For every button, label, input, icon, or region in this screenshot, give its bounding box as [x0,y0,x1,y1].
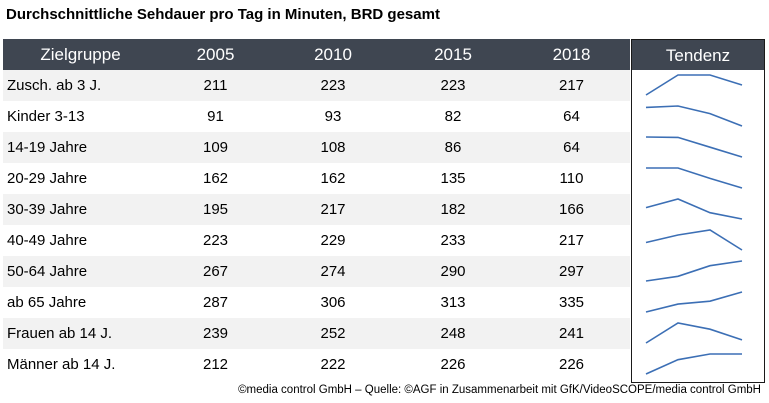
cell-value: 108 [273,132,393,163]
cell-value: 239 [158,318,273,349]
cell-value: 335 [513,287,630,318]
header-row: Zielgruppe 2005 2010 2015 2018 [3,39,630,70]
row-label: 14-19 Jahre [3,132,158,163]
sparkline [645,198,743,220]
row-label: 30-39 Jahre [3,194,158,225]
cell-value: 64 [513,132,630,163]
chart-title: Durchschnittliche Sehdauer pro Tag in Mi… [6,6,440,23]
table-row: ab 65 Jahre 287 306 313 335 [3,287,630,318]
sparkline [645,229,743,251]
cell-value: 306 [273,287,393,318]
row-label: 50-64 Jahre [3,256,158,287]
table-row: 30-39 Jahre 195 217 182 166 [3,194,630,225]
cell-value: 229 [273,225,393,256]
sparkline [645,136,743,158]
row-label: Männer ab 14 J. [3,349,158,380]
sparkline [645,260,743,282]
row-label: ab 65 Jahre [3,287,158,318]
cell-value: 162 [273,163,393,194]
cell-value: 91 [158,101,273,132]
cell-value: 82 [393,101,513,132]
cell-value: 195 [158,194,273,225]
cell-value: 297 [513,256,630,287]
cell-value: 287 [158,287,273,318]
cell-value: 93 [273,101,393,132]
cell-value: 248 [393,318,513,349]
row-label: 40-49 Jahre [3,225,158,256]
cell-value: 135 [393,163,513,194]
table-row: Männer ab 14 J. 212 222 226 226 [3,349,630,380]
cell-value: 212 [158,349,273,380]
sparkline-chart [645,74,743,375]
cell-value: 313 [393,287,513,318]
table-row: Kinder 3-13 91 93 82 64 [3,101,630,132]
cell-value: 226 [393,349,513,380]
row-label: Kinder 3-13 [3,101,158,132]
cell-value: 274 [273,256,393,287]
cell-value: 162 [158,163,273,194]
cell-value: 267 [158,256,273,287]
cell-value: 217 [273,194,393,225]
cell-value: 86 [393,132,513,163]
sparkline [646,167,743,189]
cell-value: 217 [513,225,630,256]
cell-value: 290 [393,256,513,287]
cell-value: 223 [273,70,393,101]
column-header: 2010 [273,39,393,70]
trend-header: Tendenz [632,40,764,70]
column-header: 2015 [393,39,513,70]
cell-value: 166 [513,194,630,225]
cell-value: 109 [158,132,273,163]
column-header: 2005 [158,39,273,70]
trend-panel: Tendenz [631,39,765,383]
table-row: 14-19 Jahre 109 108 86 64 [3,132,630,163]
table-row: Zusch. ab 3 J. 211 223 223 217 [3,70,630,101]
sparkline [645,74,743,96]
row-label: Frauen ab 14 J. [3,318,158,349]
table-row: 40-49 Jahre 223 229 233 217 [3,225,630,256]
table-row: Frauen ab 14 J. 239 252 248 241 [3,318,630,349]
cell-value: 233 [393,225,513,256]
sparkline [645,322,743,344]
table-row: 20-29 Jahre 162 162 135 110 [3,163,630,194]
cell-value: 217 [513,70,630,101]
sparkline [645,105,743,127]
cell-value: 211 [158,70,273,101]
row-label: Zusch. ab 3 J. [3,70,158,101]
cell-value: 241 [513,318,630,349]
cell-value: 64 [513,101,630,132]
cell-value: 252 [273,318,393,349]
sparkline [645,353,742,375]
cell-value: 223 [393,70,513,101]
column-header: 2018 [513,39,630,70]
cell-value: 110 [513,163,630,194]
cell-value: 182 [393,194,513,225]
cell-value: 222 [273,349,393,380]
source-footer: ©media control GmbH – Quelle: ©AGF in Zu… [238,384,761,396]
column-header: Zielgruppe [3,39,158,70]
cell-value: 223 [158,225,273,256]
cell-value: 226 [513,349,630,380]
sparkline [645,291,743,313]
data-table: Zielgruppe 2005 2010 2015 2018 Zusch. ab… [3,39,630,380]
row-label: 20-29 Jahre [3,163,158,194]
table-row: 50-64 Jahre 267 274 290 297 [3,256,630,287]
